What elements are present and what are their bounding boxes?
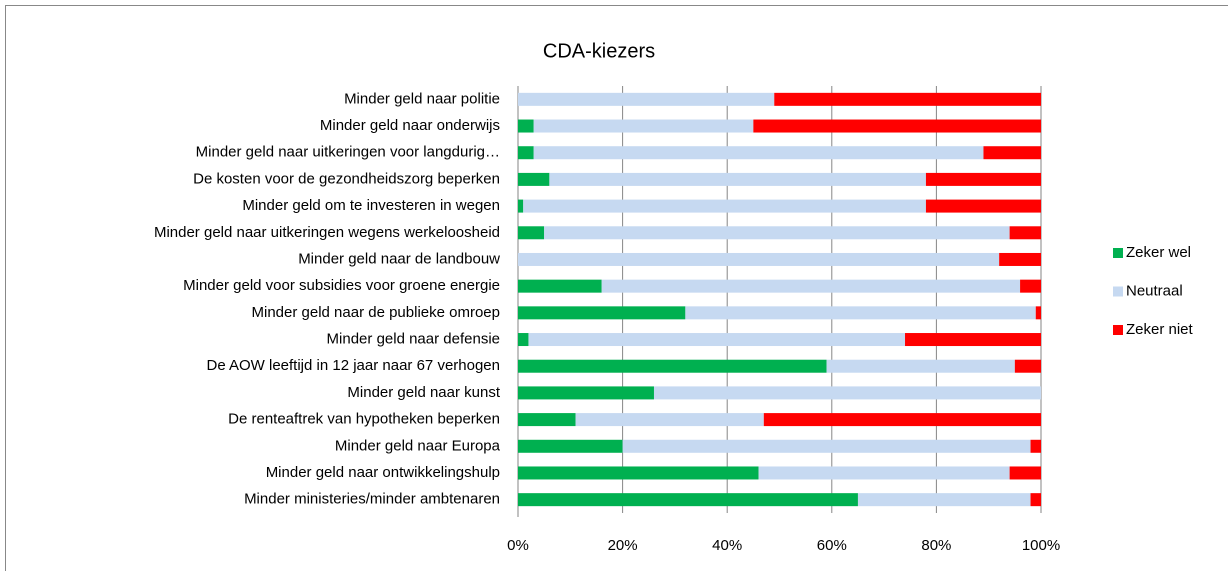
y-tick-label: Minder geld naar ontwikkelingshulp	[266, 464, 500, 481]
y-tick-label: Minder geld naar kunst	[347, 384, 500, 401]
bar-segment	[518, 359, 827, 373]
legend-swatch	[1113, 286, 1123, 297]
bar-segment	[549, 172, 926, 186]
bar-segment	[758, 466, 1010, 480]
legend-label: Zeker wel	[1126, 244, 1191, 261]
bar-segment	[1020, 279, 1041, 293]
y-tick-label: Minder geld naar uitkeringen voor langdu…	[196, 144, 500, 161]
bar-segment	[518, 493, 858, 507]
y-tick-label: Minder geld naar de publieke omroep	[252, 304, 501, 321]
y-tick-label: Minder geld naar de landbouw	[298, 250, 500, 267]
bar-segment	[925, 199, 1041, 213]
bar-segment	[983, 146, 1041, 160]
bar-segment	[601, 279, 1021, 293]
bar-segment	[753, 119, 1041, 133]
y-tick-label: De AOW leeftijd in 12 jaar naar 67 verho…	[206, 357, 500, 374]
legend-label: Zeker niet	[1126, 321, 1194, 338]
bar-segment	[523, 199, 926, 213]
bar-segment	[518, 146, 534, 160]
bar-segment	[518, 226, 545, 240]
y-tick-label: Minder ministeries/minder ambtenaren	[244, 491, 500, 508]
bar-segment	[774, 92, 1041, 106]
bar-segment	[1030, 493, 1041, 507]
y-tick-label: De renteaftrek van hypotheken beperken	[228, 411, 500, 428]
bar-segment	[544, 226, 1010, 240]
bar-segment	[533, 146, 984, 160]
bar-segment	[1035, 306, 1041, 320]
bar-segment	[763, 413, 1041, 427]
y-tick-label: De kosten voor de gezondheidszorg beperk…	[193, 170, 500, 187]
chart-title: CDA-kiezers	[543, 40, 655, 62]
legend-swatch	[1113, 325, 1123, 335]
bar-segment	[575, 413, 764, 427]
bar-segment	[518, 172, 550, 186]
bar-segment	[518, 252, 1000, 266]
legend-label: Neutraal	[1126, 282, 1183, 299]
legend-swatch	[1113, 248, 1123, 258]
y-tick-label: Minder geld voor subsidies voor groene e…	[183, 277, 500, 294]
bar-segment	[518, 199, 524, 213]
bar-segment	[518, 92, 775, 106]
y-tick-label: Minder geld naar politie	[344, 90, 500, 107]
y-tick-label: Minder geld naar uitkeringen wegens werk…	[154, 224, 500, 241]
bar-segment	[826, 359, 1015, 373]
bar-segment	[857, 493, 1031, 507]
bar-segment	[518, 386, 654, 400]
bar-segment	[1009, 226, 1041, 240]
bar-segment	[518, 439, 623, 453]
bar-segment	[518, 306, 686, 320]
y-tick-label: Minder geld om te investeren in wegen	[242, 197, 500, 214]
bar-segment	[1030, 439, 1041, 453]
y-tick-label: Minder geld naar defensie	[327, 331, 500, 348]
x-tick-label: 60%	[817, 537, 847, 554]
bar-segment	[518, 279, 602, 293]
bar-segment	[533, 119, 754, 133]
y-tick-label: Minder geld naar Europa	[335, 437, 501, 454]
bar-segment	[528, 333, 906, 347]
bar-segment	[653, 386, 1041, 400]
x-tick-label: 100%	[1022, 537, 1060, 554]
bar-segment	[518, 413, 576, 427]
y-tick-label: Minder geld naar onderwijs	[320, 117, 500, 134]
bar-segment	[685, 306, 1036, 320]
bar-segment	[518, 466, 759, 480]
x-tick-label: 20%	[608, 537, 638, 554]
bar-segment	[999, 252, 1041, 266]
bar-segment	[518, 119, 534, 133]
bar-segment	[905, 333, 1041, 347]
bar-segment	[1014, 359, 1041, 373]
bar-segment	[1009, 466, 1041, 480]
x-tick-label: 0%	[507, 537, 529, 554]
bar-segment	[622, 439, 1031, 453]
bar-segment	[518, 333, 529, 347]
x-tick-label: 40%	[712, 537, 742, 554]
x-tick-label: 80%	[921, 537, 951, 554]
bar-segment	[925, 172, 1041, 186]
chart-frame	[5, 5, 1228, 571]
